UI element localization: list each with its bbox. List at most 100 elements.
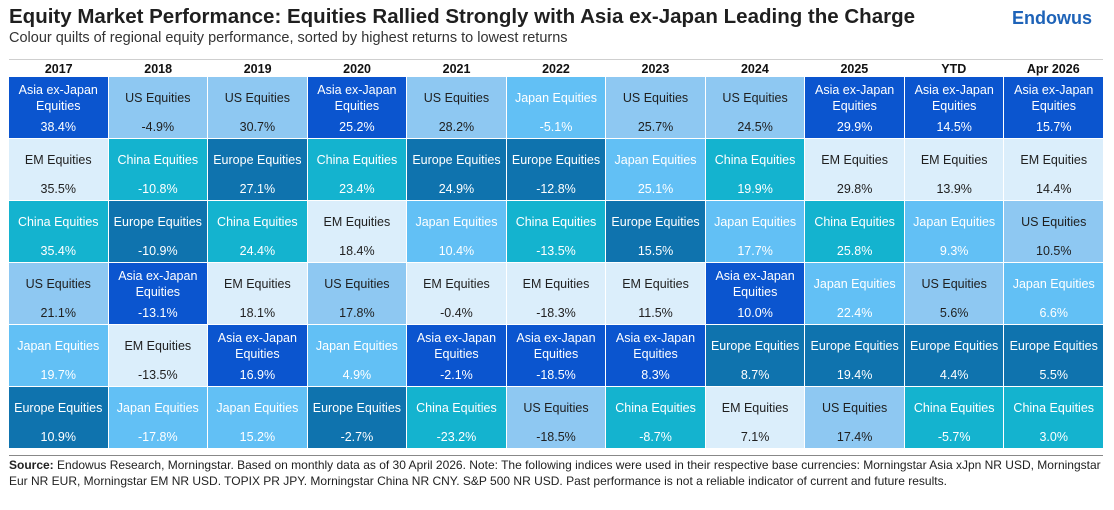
quilt-cell-2024-rank-4: Asia ex-Japan Equities 10.0% bbox=[705, 263, 805, 324]
cell-return-value: 19.7% bbox=[40, 368, 76, 382]
cell-return-value: -8.7% bbox=[639, 430, 672, 444]
performance-quilt: 2017 2018 2019 2020 2021 2022 2023 2024 2025 YTD A… bbox=[9, 59, 1103, 448]
cell-return-value: 19.4% bbox=[836, 368, 873, 382]
quilt-cell-ytd-rank-6: China Equities -5.7% bbox=[904, 387, 1004, 448]
quilt-cell-apr-2026-rank-5: Europe Equities 5.5% bbox=[1004, 325, 1103, 386]
cell-asset-name: China Equities bbox=[515, 215, 597, 229]
quilt-cell-2022-rank-1: Japan Equities -5.1% bbox=[506, 77, 606, 138]
cell-asset-name: EM Equities bbox=[124, 339, 192, 353]
quilt-cell-2017-rank-5: Japan Equities 19.7% bbox=[9, 325, 108, 386]
cell-return-value: 25.8% bbox=[836, 244, 873, 258]
cell-return-value: 35.4% bbox=[40, 244, 76, 258]
cell-asset-name: Japan Equities bbox=[116, 401, 199, 415]
cell-return-value: 15.2% bbox=[239, 430, 276, 444]
quilt-cell-2020-rank-1: Asia ex-Japan Equities 25.2% bbox=[307, 77, 407, 138]
cell-asset-name: Asia ex-Japan Equities bbox=[317, 83, 397, 113]
cell-return-value: 4.4% bbox=[939, 368, 969, 382]
cell-return-value: 5.6% bbox=[939, 306, 969, 320]
cell-asset-name: Japan Equities bbox=[714, 215, 797, 229]
cell-asset-name: China Equities bbox=[117, 153, 199, 167]
quilt-cell-2023-rank-6: China Equities -8.7% bbox=[606, 387, 705, 448]
cell-return-value: 15.5% bbox=[637, 244, 674, 258]
cell-return-value: -5.7% bbox=[937, 430, 971, 444]
cell-return-value: -10.9% bbox=[138, 244, 178, 258]
cell-asset-name: China Equities bbox=[1013, 401, 1095, 415]
quilt-cell-2024-rank-5: Europe Equities 8.7% bbox=[705, 325, 805, 386]
column-header-ytd: YTD bbox=[941, 62, 967, 76]
column-header-2019: 2019 bbox=[243, 62, 272, 76]
cell-asset-name: China Equities bbox=[814, 215, 895, 229]
quilt-cell-2018-rank-6: Japan Equities -17.8% bbox=[108, 387, 208, 448]
quilt-cell-2019-rank-3: China Equities 24.4% bbox=[208, 201, 307, 262]
cell-return-value: 17.7% bbox=[737, 244, 773, 258]
cell-return-value: 8.7% bbox=[740, 368, 770, 382]
cell-return-value: -13.5% bbox=[138, 368, 178, 382]
cell-return-value: -18.5% bbox=[536, 368, 576, 382]
column-header-2018: 2018 bbox=[144, 62, 173, 76]
cell-asset-name: China Equities bbox=[416, 401, 497, 415]
quilt-cell-2021-rank-3: Japan Equities 10.4% bbox=[407, 201, 506, 262]
cell-return-value: 11.5% bbox=[638, 306, 673, 320]
quilt-cell-2024-rank-3: Japan Equities 17.7% bbox=[705, 201, 805, 262]
column-headers: 2017 2018 2019 2020 2021 2022 2023 2024 2025 YTD A… bbox=[9, 59, 1103, 77]
cell-return-value: -4.9% bbox=[141, 120, 175, 134]
cell-asset-name: Europe Equities bbox=[511, 153, 601, 167]
cell-return-value: 25.1% bbox=[637, 182, 674, 196]
cell-asset-name: Asia ex-Japan Equities bbox=[914, 83, 994, 113]
quilt-cell-2022-rank-4: EM Equities -18.3% bbox=[506, 263, 606, 324]
cell-asset-name: Europe Equities bbox=[710, 339, 800, 353]
cell-return-value: 18.1% bbox=[239, 306, 276, 320]
quilt-cell-2019-rank-1: US Equities 30.7% bbox=[208, 77, 307, 138]
quilt-cell-2018-rank-4: Asia ex-Japan Equities -13.1% bbox=[108, 263, 208, 324]
cell-asset-name: Europe Equities bbox=[213, 153, 302, 167]
cell-asset-name: US Equities bbox=[921, 277, 987, 291]
cell-asset-name: Asia ex-Japan Equities bbox=[1014, 83, 1094, 113]
cell-return-value: 17.8% bbox=[339, 306, 375, 320]
cell-asset-name: Japan Equities bbox=[1012, 277, 1095, 291]
column-header-2025: 2025 bbox=[840, 62, 869, 76]
quilt-cell-2022-rank-2: Europe Equities -12.8% bbox=[506, 139, 606, 200]
cell-return-value: -2.7% bbox=[340, 430, 374, 444]
footer-divider bbox=[9, 455, 1103, 456]
cell-asset-name: EM Equities bbox=[622, 277, 689, 291]
chart-title: Equity Market Performance: Equities Rall… bbox=[9, 5, 916, 28]
cell-asset-name: Japan Equities bbox=[17, 339, 100, 353]
cell-return-value: 16.9% bbox=[239, 368, 276, 382]
quilt-cell-2020-rank-6: Europe Equities -2.7% bbox=[307, 387, 407, 448]
cell-asset-name: China Equities bbox=[615, 401, 696, 415]
cell-return-value: 10.5% bbox=[1036, 244, 1072, 258]
cell-asset-name: Asia ex-Japan Equities bbox=[815, 83, 895, 113]
cell-return-value: 22.4% bbox=[836, 306, 873, 320]
cell-return-value: -18.5% bbox=[536, 430, 576, 444]
cell-return-value: 5.5% bbox=[1039, 368, 1068, 382]
quilt-cell-2021-rank-2: Europe Equities 24.9% bbox=[407, 139, 506, 200]
cell-asset-name: Europe Equities bbox=[312, 401, 402, 415]
quilt-cell-2023-rank-1: US Equities 25.7% bbox=[606, 77, 705, 138]
cell-return-value: 10.9% bbox=[40, 430, 76, 444]
cell-asset-name: Asia ex-Japan Equities bbox=[715, 269, 795, 299]
quilt-cell-ytd-rank-5: Europe Equities 4.4% bbox=[904, 325, 1004, 386]
cell-return-value: 28.2% bbox=[438, 120, 475, 134]
quilt-cell-ytd-rank-1: Asia ex-Japan Equities 14.5% bbox=[904, 77, 1004, 138]
cell-asset-name: Europe Equities bbox=[113, 215, 202, 229]
cell-return-value: 24.4% bbox=[239, 244, 276, 258]
quilt-cell-2018-rank-2: China Equities -10.8% bbox=[108, 139, 208, 200]
cell-return-value: 29.9% bbox=[836, 120, 873, 134]
cell-asset-name: EM Equities bbox=[224, 277, 291, 291]
cell-asset-name: Japan Equities bbox=[913, 215, 996, 229]
source-label: Source: bbox=[9, 458, 54, 472]
quilt-cell-2025-rank-5: Europe Equities 19.4% bbox=[805, 325, 904, 386]
quilt-cell-2022-rank-5: Asia ex-Japan Equities -18.5% bbox=[506, 325, 606, 386]
quilt-cell-apr-2026-rank-4: Japan Equities 6.6% bbox=[1004, 263, 1103, 324]
quilt-cell-2017-rank-3: China Equities 35.4% bbox=[9, 201, 108, 262]
cell-return-value: 19.9% bbox=[737, 182, 773, 196]
quilt-body: Asia ex-Japan Equities 38.4% US Equities -4… bbox=[9, 77, 1103, 448]
cell-asset-name: EM Equities bbox=[721, 401, 789, 415]
cell-return-value: 18.4% bbox=[339, 244, 375, 258]
quilt-cell-2017-rank-6: Europe Equities 10.9% bbox=[9, 387, 108, 448]
quilt-cell-2021-rank-1: US Equities 28.2% bbox=[407, 77, 506, 138]
quilt-cell-2025-rank-2: EM Equities 29.8% bbox=[805, 139, 904, 200]
cell-return-value: 21.1% bbox=[40, 306, 76, 320]
cell-asset-name: China Equities bbox=[714, 153, 796, 167]
cell-return-value: 27.1% bbox=[239, 182, 276, 196]
